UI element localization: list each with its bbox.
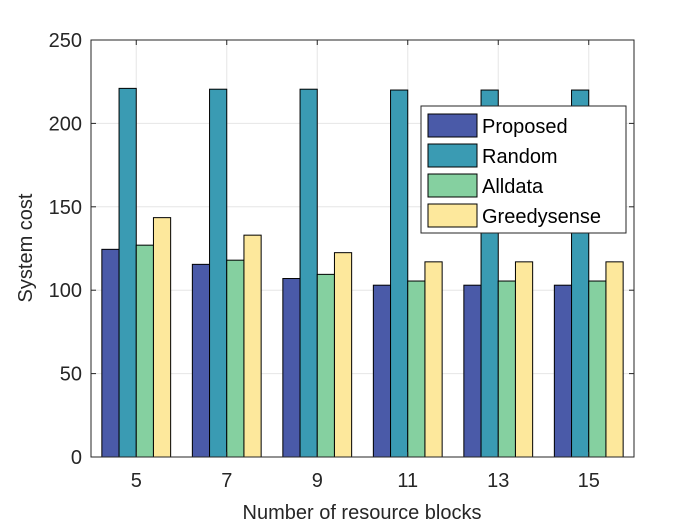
plot-area-border [90,39,635,458]
grid-lines [91,40,634,457]
x-tick-label: 15 [578,470,600,492]
bar-proposed-11 [372,284,392,458]
bar-proposed-15 [553,284,573,458]
bar-greedysense-15 [605,261,624,458]
bar-greedysense-7 [243,234,262,458]
bar-random-11 [390,89,409,458]
y-tick-label: 150 [49,197,82,219]
bar-greedysense-11 [424,261,443,458]
x-tick-label: 7 [221,470,232,492]
x-axis-label: Number of resource blocks [243,502,482,524]
bar-random-5 [118,87,137,458]
legend-label-random: Random [482,146,558,168]
bar-alldata-7 [226,259,245,458]
legend-swatch-random [427,143,478,168]
bar-random-7 [209,88,228,458]
legend: Proposed Random Alldata Greedysense [420,105,627,234]
x-tick-labels: 5 7 9 11 13 15 [131,470,600,492]
axis-ticks [91,39,634,458]
y-tick-label: 50 [60,364,82,386]
bar-alldata-13 [497,280,516,458]
y-axis-label: System cost [15,193,37,302]
bar-greedysense-5 [152,217,172,458]
bar-alldata-15 [588,280,607,458]
legend-label-alldata: Alldata [482,176,544,198]
bar-proposed-5 [101,248,120,458]
y-tick-label: 100 [49,280,82,302]
bar-proposed-9 [282,278,301,458]
bar-proposed-7 [191,263,211,458]
bar-proposed-13 [463,284,482,458]
y-tick-label: 200 [49,113,82,135]
x-tick-label: 13 [487,470,509,492]
x-tick-label: 5 [131,470,142,492]
legend-swatch-proposed [427,113,478,138]
bar-greedysense-13 [514,261,534,458]
legend-label-proposed: Proposed [482,116,568,138]
legend-swatch-alldata [427,173,478,198]
x-tick-label: 11 [397,470,418,492]
y-tick-labels: 0 50 100 150 200 250 [49,30,82,469]
legend-swatch-greedysense [427,203,478,228]
bar-random-9 [299,88,318,458]
bar-greedysense-9 [333,252,353,458]
bar-alldata-9 [316,273,335,458]
bar-alldata-11 [407,280,426,458]
legend-label-greedysense: Greedysense [482,206,601,228]
y-tick-label: 250 [49,30,82,52]
y-tick-label: 0 [71,447,82,469]
bar-alldata-5 [135,244,154,458]
x-tick-label: 9 [312,470,323,492]
